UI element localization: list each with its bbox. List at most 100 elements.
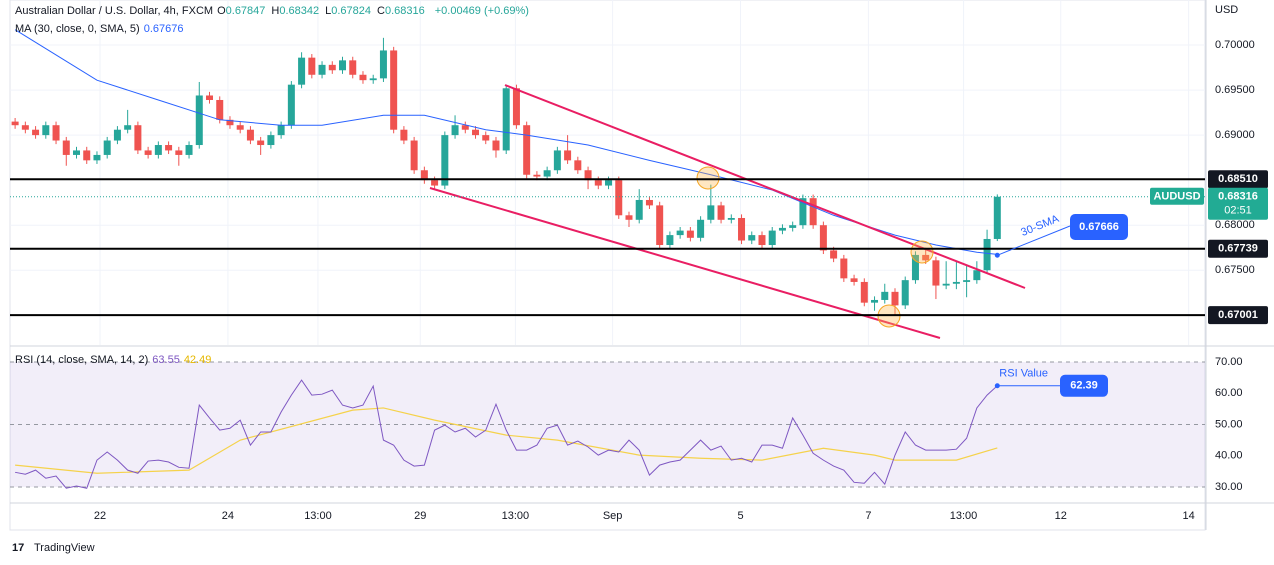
candle-body: [809, 198, 817, 226]
candle-body: [216, 99, 224, 120]
candle-body: [502, 88, 510, 151]
candle-body: [93, 154, 101, 161]
x-tick-label: 5: [737, 510, 743, 522]
candle-body: [144, 150, 152, 155]
candle-body: [553, 150, 561, 171]
x-tick-label: 29: [414, 510, 426, 522]
candle-body: [932, 260, 940, 286]
candle-body: [973, 270, 981, 281]
rsi-note-label: 62.39: [1070, 380, 1098, 392]
candle-body: [645, 199, 653, 206]
candle-body: [410, 140, 418, 171]
candle-body: [52, 125, 60, 141]
channel-lower: [429, 187, 941, 339]
candle-body: [62, 140, 70, 155]
rsi-line: [15, 379, 998, 489]
rsi-tick-label: 50.00: [1215, 418, 1243, 430]
candle-body: [390, 50, 398, 130]
countdown: 02:51: [1224, 205, 1252, 217]
candle-body: [707, 205, 715, 220]
last-price-label: 0.68316: [1218, 191, 1258, 203]
candle-body: [461, 125, 469, 130]
ma-value: 0.67676: [143, 23, 184, 35]
level-label: 0.68510: [1218, 173, 1258, 185]
candle-body: [523, 125, 531, 175]
x-tick-label: 14: [1183, 510, 1195, 522]
ohlc-name: H: [271, 5, 280, 17]
candle-body: [451, 125, 459, 136]
candle-body: [492, 140, 500, 151]
last-price-box: [1208, 187, 1268, 220]
candle-body: [686, 230, 694, 238]
candle-body: [226, 119, 234, 126]
candle-body: [983, 238, 991, 271]
x-tick-label: 22: [94, 510, 106, 522]
candle-body: [349, 60, 357, 75]
ma-name: MA (30, close, 0, SMA, 5): [15, 23, 140, 35]
x-tick-label: 7: [865, 510, 871, 522]
candle-body: [400, 129, 408, 141]
x-tick-label: Sep: [603, 510, 623, 522]
candle-body: [819, 225, 827, 251]
rsi-tick-label: 70.00: [1215, 356, 1243, 368]
candle-body: [533, 174, 541, 177]
candle-body: [21, 125, 29, 130]
candle-body: [236, 125, 244, 130]
candle-body: [287, 84, 295, 126]
candle-body: [359, 74, 367, 81]
brand: TradingView: [34, 542, 95, 554]
level-label-box: [1208, 170, 1268, 189]
candle-body: [942, 283, 950, 286]
candle-body: [891, 291, 899, 306]
candle-body: [512, 88, 520, 126]
rsi-ma-value: 42.49: [183, 354, 212, 366]
candle-body: [83, 150, 91, 161]
candle-body: [922, 254, 930, 261]
y-tick-label: 0.69500: [1215, 84, 1255, 96]
candle-body: [11, 121, 19, 126]
touch-marker: [696, 166, 720, 190]
level-label: 0.67001: [1218, 309, 1258, 321]
candle-body: [308, 57, 316, 75]
candle-body: [584, 170, 592, 181]
candle-body: [758, 235, 766, 246]
candle-body: [369, 78, 377, 81]
candle-body: [32, 129, 40, 136]
rsi-ma-line: [15, 407, 998, 474]
candle-body: [574, 160, 582, 171]
ohlc-name: L: [325, 5, 332, 17]
candle-body: [911, 254, 919, 281]
ma-line: [14, 29, 998, 255]
candle-body: [175, 150, 183, 155]
candle-body: [594, 180, 602, 186]
symbol-box: [1150, 187, 1204, 205]
x-tick-label: 13:00: [950, 510, 978, 522]
price-legend: Australian Dollar / U.S. Dollar, 4h, FXC…: [15, 5, 533, 17]
candle-body: [768, 230, 776, 246]
rsi-note-box: [1060, 374, 1108, 397]
candle-body: [605, 180, 613, 186]
candle-body: [635, 199, 643, 220]
candle-body: [952, 281, 960, 284]
level-label: 0.67739: [1218, 243, 1258, 255]
y-tick-label: 0.70000: [1215, 39, 1255, 51]
rsi-tick-label: 30.00: [1215, 481, 1243, 493]
x-tick-label: 13:00: [502, 510, 530, 522]
candle-body: [267, 135, 275, 146]
candle-body: [799, 198, 807, 226]
candle-body: [206, 95, 214, 100]
candle-body: [113, 129, 121, 141]
symbol-label: AUDUSD: [1153, 191, 1200, 203]
level-label-box: [1208, 306, 1268, 325]
candle-body: [277, 125, 285, 136]
sma-arrow-head: [994, 252, 1000, 258]
candle-body: [165, 145, 173, 151]
candle-body: [339, 60, 347, 71]
candle-body: [717, 205, 725, 220]
candle-body: [871, 299, 879, 303]
rsi-tick-label: 40.00: [1215, 450, 1243, 462]
axis-unit: USD: [1215, 4, 1238, 16]
rsi-value: 63.55: [152, 354, 180, 366]
candle-body: [656, 205, 664, 246]
candle-body: [881, 291, 889, 300]
